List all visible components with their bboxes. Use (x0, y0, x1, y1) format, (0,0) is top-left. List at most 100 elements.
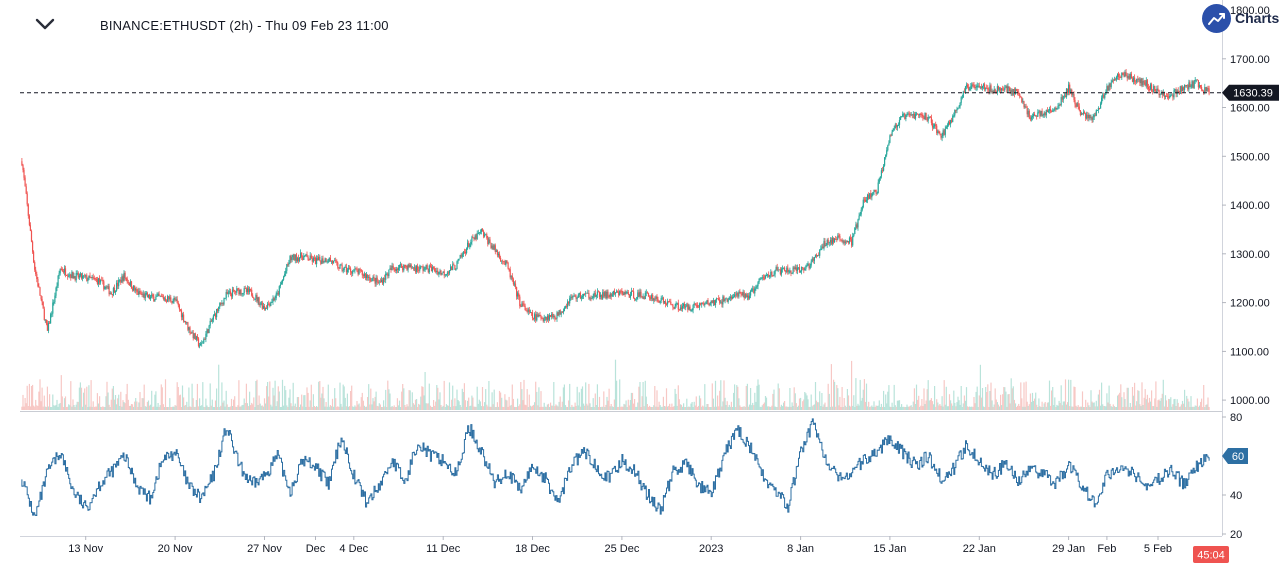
volume-bar (982, 406, 985, 410)
candle-body (417, 265, 419, 270)
candle-body (328, 257, 330, 262)
volume-bar (249, 391, 251, 410)
volume-bar (42, 406, 44, 410)
candle-body (883, 165, 885, 171)
oscillator-axis[interactable]: 20406080 (1222, 412, 1242, 541)
volume-bar (63, 398, 66, 410)
volume-bar (616, 380, 618, 410)
volume-bar (736, 385, 738, 410)
candle-body (847, 241, 850, 243)
candle-body (351, 271, 353, 274)
candle-body (307, 256, 309, 260)
candle-body (956, 108, 958, 111)
candle-body (646, 292, 648, 294)
volume-bar (1122, 407, 1124, 410)
candle-body (128, 282, 130, 286)
volume-bar (425, 403, 427, 410)
volume-bar (640, 407, 642, 410)
collapse-button[interactable] (30, 10, 60, 38)
candle-body (965, 84, 968, 87)
candle-body (704, 304, 706, 305)
candle-body (641, 296, 643, 298)
candle-body (981, 85, 984, 89)
volume-bar (1069, 406, 1071, 410)
candle-body (468, 242, 470, 247)
candle-body (389, 268, 391, 270)
candle-body (988, 89, 990, 92)
volume-bar (255, 381, 257, 410)
volume-bar (328, 406, 330, 410)
volume-bar (347, 406, 350, 410)
volume-bar (850, 406, 852, 410)
volume-bar (837, 388, 839, 410)
volume-bar (448, 382, 451, 410)
volume-bar (1034, 398, 1036, 410)
candle-body (212, 315, 214, 320)
volume-bar (889, 406, 891, 410)
volume-bar (210, 405, 212, 410)
volume-bar (664, 406, 667, 410)
candle-body (1191, 81, 1193, 87)
volume-bar (943, 380, 945, 410)
candle-body (671, 304, 673, 306)
volume-bar (84, 388, 86, 410)
candle-body (686, 304, 688, 307)
candle-body (773, 274, 775, 276)
volume-bar (805, 393, 807, 410)
candle-body (577, 294, 579, 298)
volume-bar (136, 401, 138, 410)
volume-bar (827, 383, 829, 410)
candle-body (163, 298, 166, 300)
candle-body (533, 318, 535, 319)
volume-bar (570, 407, 572, 410)
candle-body (1039, 111, 1041, 117)
candle-body (719, 300, 721, 303)
volume-bar (756, 385, 758, 410)
volume-bar (894, 405, 896, 410)
candle-body (471, 237, 473, 243)
candle-body (765, 275, 768, 276)
volume-bar (396, 398, 398, 410)
candle-body (316, 258, 318, 265)
candle-body (187, 322, 189, 330)
charts-logo[interactable]: Charts (1202, 4, 1280, 34)
time-axis[interactable]: 13 Nov 20 Nov 27 Nov Dec 4 Dec 11 Dec 18 Dec 25… (68, 536, 1172, 555)
volume-bar (963, 395, 965, 410)
candle-body (86, 275, 88, 281)
volume-bar (1206, 404, 1208, 410)
candle-body (392, 265, 394, 268)
volume-bar (102, 406, 104, 410)
candle-body (70, 274, 72, 278)
volume-bar (1098, 389, 1101, 410)
volume-bar (1062, 401, 1064, 410)
volume-bar (76, 401, 78, 410)
volume-bar (918, 395, 920, 410)
candle-body (783, 267, 785, 269)
candle-body (159, 295, 161, 297)
price-axis[interactable]: 1000.001100.001200.001300.001400.001500.… (1222, 5, 1270, 407)
candle-body (857, 219, 859, 228)
candle-body (1040, 110, 1042, 117)
volume-bar (691, 402, 693, 410)
volume-bar (871, 405, 873, 410)
volume-bar (1112, 404, 1114, 410)
volume-bar (993, 404, 995, 410)
volume-bar (95, 406, 97, 410)
candle-body (152, 294, 154, 297)
volume-bar (1057, 405, 1059, 410)
candle-body (380, 279, 383, 283)
volume-bar (314, 407, 317, 410)
candle-body (851, 239, 853, 246)
candle-body (459, 255, 461, 259)
volume-bar (548, 407, 551, 410)
candle-body (376, 277, 378, 283)
candle-body (730, 296, 732, 299)
candle-body (206, 329, 208, 334)
volume-bar (451, 399, 453, 410)
volume-bar (387, 380, 389, 410)
candle-body (1187, 85, 1189, 90)
volume-bar (101, 407, 103, 410)
candle-body (1062, 96, 1064, 100)
candle-body (95, 279, 97, 280)
